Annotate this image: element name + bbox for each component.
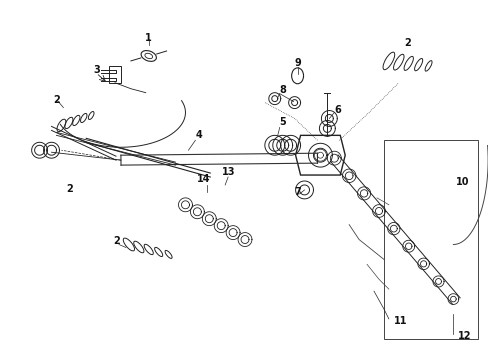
Text: 8: 8 [280,85,287,95]
Text: 2: 2 [53,95,60,105]
Text: 12: 12 [458,331,472,341]
Text: 7: 7 [294,187,301,197]
Text: 5: 5 [280,117,287,127]
Text: 2: 2 [404,38,411,48]
Text: 6: 6 [334,104,341,114]
Text: 4: 4 [196,130,202,140]
Text: 3: 3 [93,65,100,75]
Text: 10: 10 [456,177,470,187]
Text: 11: 11 [394,316,407,326]
Text: 14: 14 [197,174,211,184]
Text: 1: 1 [146,33,152,43]
Text: 9: 9 [294,58,301,68]
Text: 2: 2 [66,184,73,194]
Text: 2: 2 [113,237,120,247]
Text: 13: 13 [222,167,236,177]
